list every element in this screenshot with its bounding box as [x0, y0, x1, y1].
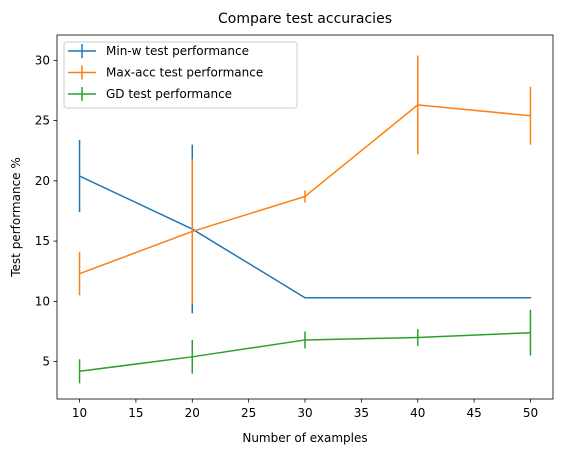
x-tick-label: 20	[185, 406, 200, 420]
y-tick-label: 25	[35, 114, 50, 128]
x-tick-label: 10	[72, 406, 87, 420]
legend: Min-w test performance Max-acc test perfo…	[63, 41, 298, 109]
x-tick-label: 45	[466, 406, 481, 420]
legend-box	[63, 41, 298, 109]
series-line-2	[79, 104, 531, 275]
y-axis-label: Test performance %	[9, 157, 23, 278]
axis-ticks: 10 15 20 25 30 35 40 45 50 5 10 15 20 25 30	[35, 53, 538, 420]
chart-title: Compare test accuracies	[218, 11, 392, 27]
y-tick-label: 20	[35, 174, 50, 188]
legend-label: Min-w test performance	[106, 44, 249, 58]
x-tick-label: 50	[523, 406, 538, 420]
plot-area	[56, 34, 554, 400]
x-tick-label: 25	[241, 406, 256, 420]
y-tick-label: 30	[35, 53, 50, 67]
x-axis-label: Number of examples	[242, 431, 367, 445]
y-tick-label: 5	[42, 355, 50, 369]
x-tick-label: 40	[410, 406, 425, 420]
legend-label: Max-acc test performance	[106, 66, 263, 80]
x-tick-label: 30	[297, 406, 312, 420]
x-tick-label: 35	[354, 406, 369, 420]
x-tick-label: 15	[128, 406, 143, 420]
y-tick-label: 15	[35, 234, 50, 248]
legend-label: GD test performance	[106, 87, 232, 101]
y-tick-label: 10	[35, 294, 50, 308]
